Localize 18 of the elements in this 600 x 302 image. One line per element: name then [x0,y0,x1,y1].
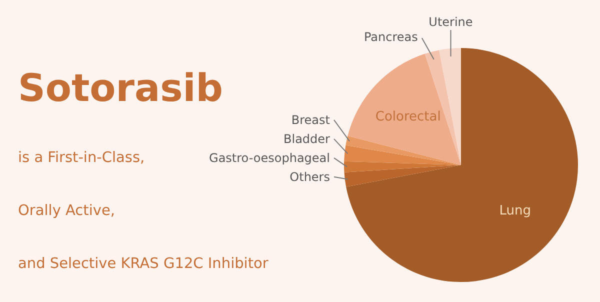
pie-slice [348,54,461,165]
pie-slice [346,136,461,165]
slice-label: Uterine [428,15,473,29]
slice-label: Others [290,170,330,184]
text: Orally Active, [18,203,115,219]
text: is a First-in-Class, [18,150,145,166]
slice-label: Pancreas [364,30,418,44]
slice-label: Colorectal [375,109,441,124]
pie-slice [439,48,461,165]
slice-label: Gastro-oesophageal [209,150,330,165]
slice-label: Bladder [284,132,330,146]
slice-label: Breast [291,112,330,127]
pie-slice [344,165,461,187]
slice-label: Lung [499,204,531,219]
text: and Selective KRAS G12C Inhibitor [18,256,268,272]
pie-slice [344,145,461,165]
pie-slice [346,48,578,282]
text: Sotorasib [18,66,223,110]
